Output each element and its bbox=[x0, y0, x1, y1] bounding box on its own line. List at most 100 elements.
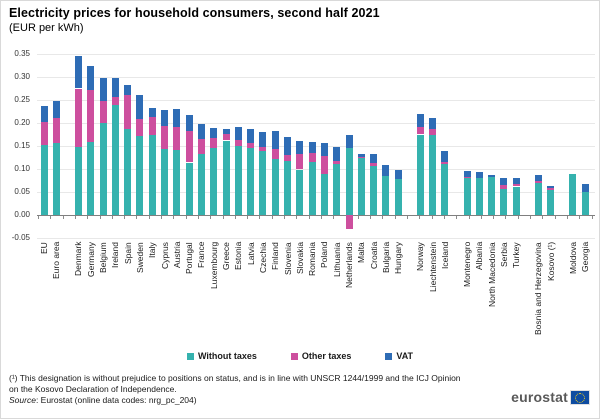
bar-slovakia-vat bbox=[296, 140, 304, 155]
x-label-euro-area: Euro area bbox=[51, 242, 62, 280]
x-label-croatia: Croatia bbox=[368, 242, 379, 270]
legend-item-other-taxes: Other taxes bbox=[290, 351, 351, 361]
bar-romania-other bbox=[308, 152, 316, 163]
bar-greece-without bbox=[222, 140, 230, 215]
x-axis-tick bbox=[136, 216, 138, 219]
x-axis-tick bbox=[579, 216, 581, 219]
x-axis-tick bbox=[566, 216, 568, 219]
gridline bbox=[37, 192, 595, 193]
x-axis-tick bbox=[87, 216, 89, 219]
bar-denmark-without bbox=[74, 147, 82, 215]
bar-latvia-vat bbox=[247, 129, 255, 143]
x-axis-tick bbox=[480, 216, 482, 219]
bar-poland-vat bbox=[320, 143, 328, 157]
chart-title: Electricity prices for household consume… bbox=[9, 6, 380, 20]
bar-kosovo-vat bbox=[547, 186, 555, 189]
x-label-norway: Norway bbox=[415, 242, 426, 271]
y-axis-tick-label: 0.10 bbox=[14, 164, 30, 173]
x-label-france: France bbox=[196, 242, 207, 269]
bar-croatia-without bbox=[370, 165, 378, 215]
legend-label-vat: VAT bbox=[396, 351, 414, 361]
bar-euro-area-without bbox=[52, 142, 60, 215]
x-axis-tick bbox=[443, 216, 445, 219]
bar-spain-other bbox=[124, 95, 132, 130]
bar-lithuania-other bbox=[333, 161, 341, 165]
bar-euro-area-vat bbox=[52, 100, 60, 119]
x-axis-tick bbox=[74, 216, 76, 219]
bar-iceland-vat bbox=[441, 151, 449, 162]
x-axis-tick bbox=[505, 216, 507, 219]
bar-north-macedonia-vat bbox=[488, 175, 496, 178]
x-axis-tick bbox=[530, 216, 531, 219]
x-label-poland: Poland bbox=[319, 242, 330, 269]
x-axis-line bbox=[37, 215, 595, 216]
x-axis-tick bbox=[62, 216, 64, 219]
x-label-moldova: Moldova bbox=[567, 242, 578, 275]
source-text: : Eurostat (online data codes: nrg_pc_20… bbox=[35, 395, 197, 405]
x-axis-tick bbox=[542, 216, 544, 219]
bar-belgium-other bbox=[99, 100, 107, 123]
bar-serbia-without bbox=[500, 189, 508, 215]
x-axis-tick bbox=[456, 216, 458, 219]
source-prefix: Source bbox=[9, 395, 36, 405]
bar-georgia-vat bbox=[581, 184, 589, 192]
x-axis-tick bbox=[38, 216, 39, 219]
x-label-iceland: Iceland bbox=[439, 242, 450, 270]
x-axis-tick bbox=[517, 216, 519, 219]
bar-bulgaria-vat bbox=[382, 165, 390, 176]
x-label-finland: Finland bbox=[270, 242, 281, 270]
bar-latvia-without bbox=[247, 148, 255, 215]
bar-montenegro-other bbox=[463, 176, 471, 179]
bar-lithuania-without bbox=[333, 164, 341, 215]
x-label-spain: Spain bbox=[122, 242, 133, 264]
x-axis-tick bbox=[333, 216, 335, 219]
x-axis-tick bbox=[394, 216, 396, 219]
bar-cyprus-without bbox=[161, 149, 168, 215]
bar-ireland-vat bbox=[111, 78, 119, 97]
bar-latvia-other bbox=[247, 142, 255, 149]
bar-netherlands-without bbox=[345, 147, 353, 215]
x-label-serbia: Serbia bbox=[498, 242, 509, 267]
bar-croatia-other bbox=[370, 162, 378, 166]
bar-albania-vat bbox=[475, 171, 483, 179]
bar-turkey-vat bbox=[512, 178, 520, 185]
bar-sweden-without bbox=[136, 135, 144, 215]
x-label-latvia: Latvia bbox=[245, 242, 256, 265]
bar-italy-other bbox=[148, 117, 156, 136]
legend-item-without-taxes: Without taxes bbox=[186, 351, 257, 361]
x-label-greece: Greece bbox=[221, 242, 231, 270]
bar-germany-vat bbox=[87, 66, 95, 91]
bar-germany-without bbox=[87, 141, 95, 215]
bar-czechia-vat bbox=[259, 132, 267, 147]
x-label-liechtenstein: Liechtenstein bbox=[427, 242, 438, 293]
bar-norway-without bbox=[416, 134, 424, 215]
x-axis-tick bbox=[259, 216, 261, 219]
x-axis-tick bbox=[111, 216, 113, 219]
bar-bosnia-and-herzegovina-other bbox=[534, 181, 542, 183]
x-label-malta: Malta bbox=[356, 242, 367, 263]
bar-sweden-other bbox=[136, 119, 144, 136]
bar-eu-vat bbox=[40, 106, 48, 123]
x-label-cyprus: Cyprus bbox=[159, 242, 170, 269]
y-axis-tick-label: 0.25 bbox=[14, 95, 30, 104]
bar-luxembourg-other bbox=[210, 137, 218, 148]
bar-montenegro-vat bbox=[463, 170, 471, 177]
bar-turkey-other bbox=[512, 184, 520, 187]
x-label-slovenia: Slovenia bbox=[282, 242, 293, 275]
x-axis-tick bbox=[382, 216, 384, 219]
bar-italy-without bbox=[148, 135, 156, 215]
bar-hungary-without bbox=[394, 178, 402, 215]
bar-slovakia-without bbox=[296, 169, 304, 215]
x-axis-tick bbox=[407, 216, 408, 219]
bar-france-other bbox=[197, 138, 205, 154]
bar-greece-other bbox=[222, 133, 230, 141]
x-axis-tick bbox=[308, 216, 310, 219]
x-axis-tick bbox=[197, 216, 199, 219]
bar-slovenia-other bbox=[284, 155, 291, 162]
x-label-hungary: Hungary bbox=[393, 242, 404, 275]
x-axis-tick bbox=[148, 216, 150, 219]
bar-hungary-vat bbox=[394, 169, 402, 179]
bar-turkey-without bbox=[512, 186, 520, 215]
bar-poland-other bbox=[320, 156, 328, 174]
x-label-portugal: Portugal bbox=[184, 242, 195, 274]
